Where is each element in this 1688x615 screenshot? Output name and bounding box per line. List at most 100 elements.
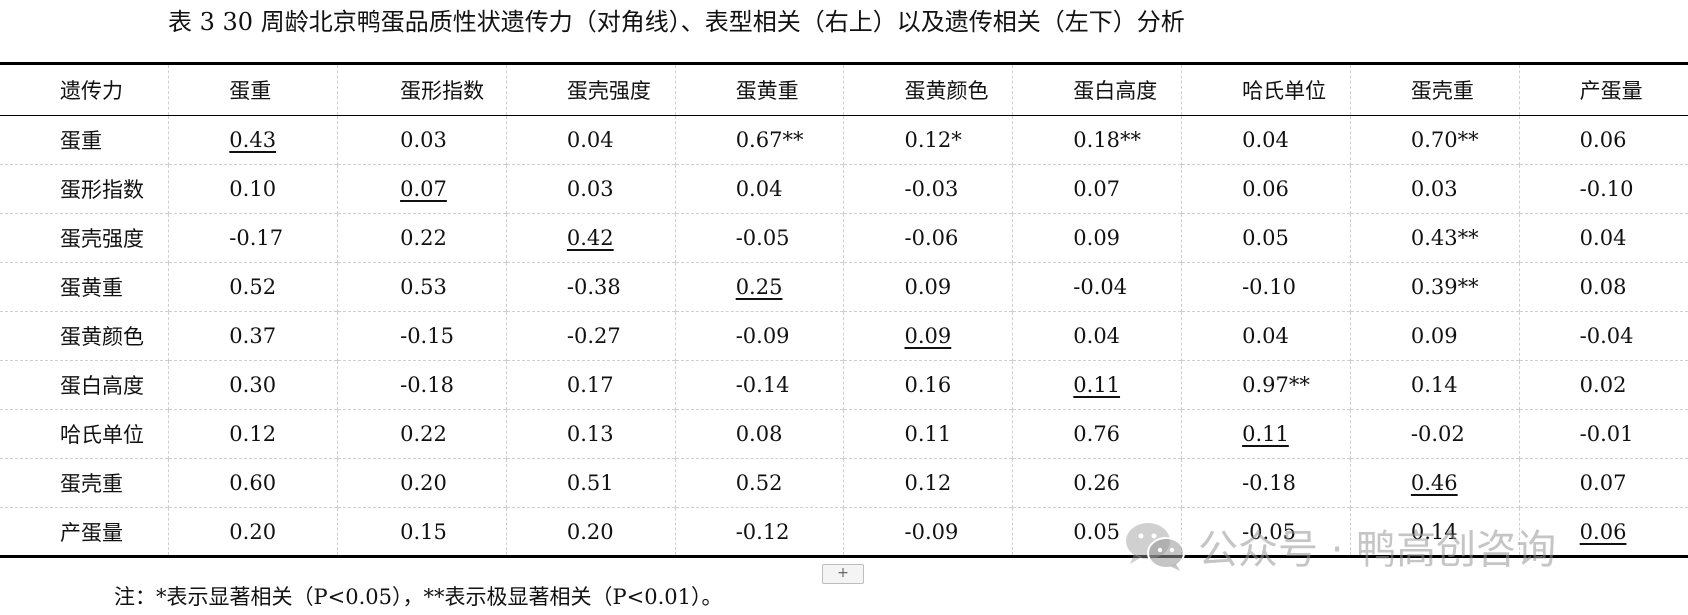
genetic-correlation-cell: 0.76 — [1012, 409, 1182, 459]
phenotypic-correlation-cell: -0.02 — [1349, 409, 1520, 459]
genetic-correlation-cell: 0.20 — [505, 507, 676, 557]
genetic-correlation-cell: 0.10 — [168, 164, 338, 214]
phenotypic-correlation-cell: 0.39** — [1349, 262, 1520, 312]
genetic-correlation-cell: 0.08 — [674, 409, 844, 459]
phenotypic-correlation-cell: 0.09 — [843, 262, 1013, 312]
phenotypic-correlation-cell: -0.06 — [843, 213, 1013, 263]
heritability-value: 0.09 — [904, 324, 952, 348]
phenotypic-correlation-cell: 0.06 — [1181, 164, 1351, 214]
phenotypic-correlation-cell: 0.04 — [1518, 213, 1688, 263]
row-label: 蛋壳重 — [60, 472, 123, 496]
header-col: 产蛋量 — [1518, 63, 1688, 116]
genetic-correlation-cell: 0.20 — [168, 507, 338, 557]
add-row-button[interactable]: + — [822, 564, 864, 584]
table-row: 蛋黄颜色 0.37 -0.15 -0.27 -0.09 0.09 0.04 0.04 0.09-… — [0, 311, 1688, 361]
phenotypic-correlation-cell: 0.06 — [1518, 115, 1688, 165]
phenotypic-correlation-cell: 0.07 — [1012, 164, 1182, 214]
genetic-correlation-cell: -0.27 — [505, 311, 676, 361]
heritability-value: 0.06 — [1579, 519, 1627, 544]
header-col: 蛋黄重 — [674, 63, 844, 116]
phenotypic-correlation-cell: 0.67** — [674, 115, 844, 165]
row-label: 蛋黄重 — [60, 276, 123, 300]
table-row: 蛋形指数 0.10 0.07 0.03 0.04 -0.03 0.07 0.06 0.03 -0.… — [0, 164, 1688, 214]
phenotypic-correlation-cell: -0.04 — [1012, 262, 1182, 312]
header-col: 蛋白高度 — [1012, 63, 1182, 116]
genetic-correlation-cell: 0.13 — [505, 409, 676, 459]
header-col: 蛋壳重 — [1349, 63, 1520, 116]
heritability-cell: 0.09 — [843, 311, 1013, 361]
phenotypic-correlation-cell: 0.09 — [1349, 311, 1520, 361]
phenotypic-correlation-cell: 0.04 — [1181, 115, 1351, 165]
genetic-correlation-cell: -0.38 — [505, 262, 676, 312]
phenotypic-correlation-cell: 0.70** — [1349, 115, 1520, 165]
genetic-correlation-cell: -0.18 — [1181, 458, 1351, 508]
genetic-correlation-cell: 0.12 — [168, 409, 338, 459]
phenotypic-correlation-cell: -0.10 — [1181, 262, 1351, 312]
genetic-correlation-cell: -0.18 — [337, 360, 507, 410]
header-col: 蛋形指数 — [337, 63, 507, 116]
phenotypic-correlation-cell: 0.05 — [1181, 213, 1351, 263]
phenotypic-correlation-cell: 0.04 — [1012, 311, 1182, 361]
header-col: 蛋壳强度 — [505, 63, 676, 116]
heritability-cell: 0.11 — [1181, 409, 1351, 459]
genetic-correlation-cell: 0.37 — [168, 311, 338, 361]
correlation-table-container: 遗传力 蛋重 蛋形指数 蛋壳强度 蛋黄重 蛋黄颜色 蛋白高度 哈氏单位 蛋壳重 … — [0, 62, 1688, 558]
genetic-correlation-cell: 0.14 — [1349, 507, 1520, 557]
heritability-value: 0.07 — [400, 177, 447, 201]
heritability-value: 0.25 — [735, 275, 783, 299]
phenotypic-correlation-cell: 0.03 — [505, 164, 676, 214]
row-label: 蛋白高度 — [60, 374, 144, 398]
phenotypic-correlation-cell: 0.03 — [337, 115, 507, 165]
phenotypic-correlation-cell: -0.05 — [674, 213, 844, 263]
heritability-value: 0.11 — [1242, 422, 1289, 446]
genetic-correlation-cell: 0.20 — [337, 458, 507, 508]
phenotypic-correlation-cell: 0.04 — [674, 164, 844, 214]
table-row: 哈氏单位 0.12 0.22 0.13 0.08 0.11 0.76 0.11 -0.02 -0.… — [0, 409, 1688, 459]
phenotypic-correlation-cell: 0.04 — [505, 115, 676, 165]
row-label: 哈氏单位 — [60, 423, 144, 447]
phenotypic-correlation-cell: 0.08 — [1518, 262, 1688, 312]
wechat-icon — [1126, 523, 1185, 571]
heritability-cell: 0.46 — [1349, 458, 1520, 508]
genetic-correlation-cell: -0.12 — [674, 507, 844, 557]
genetic-correlation-cell: 0.22 — [337, 213, 507, 263]
genetic-correlation-cell: -0.05 — [1181, 507, 1351, 557]
watermark-text: 公众号 · 鸭高创咨询 — [1198, 527, 1557, 573]
genetic-correlation-cell: -0.15 — [337, 311, 507, 361]
table-row: 蛋壳重 0.60 0.20 0.51 0.52 0.12 0.26 -0.18 0.46 0.07 — [0, 458, 1688, 508]
phenotypic-correlation-cell: 0.12* — [843, 115, 1013, 165]
table-row: 产蛋量 0.20 0.15 0.20 -0.12 -0.09 0.05 -0.05 0.14 0.… — [0, 507, 1688, 557]
phenotypic-correlation-cell: -0.10 — [1518, 164, 1688, 214]
table-note: 注：*表示显著相关（P<0.05），**表示极显著相关（P<0.01）。 — [114, 585, 723, 609]
phenotypic-correlation-cell: 0.14 — [1349, 360, 1520, 410]
heritability-value: 0.42 — [566, 226, 614, 250]
genetic-correlation-cell: 0.15 — [337, 507, 507, 557]
table-header-row: 遗传力 蛋重 蛋形指数 蛋壳强度 蛋黄重 蛋黄颜色 蛋白高度 哈氏单位 蛋壳重 … — [0, 63, 1688, 116]
table-row: 蛋重 0.43 0.03 0.04 0.67** 0.12* 0.18** 0.04 0.70*… — [0, 115, 1688, 165]
table-row: 蛋壳强度 -0.17 0.22 0.42 -0.05 -0.06 0.09 0.05 0.43*… — [0, 213, 1688, 263]
phenotypic-correlation-cell: -0.04 — [1518, 311, 1688, 361]
genetic-correlation-cell: 0.52 — [674, 458, 844, 508]
table-body: 蛋重 0.43 0.03 0.04 0.67** 0.12* 0.18** 0.04 0.70*… — [0, 115, 1688, 557]
row-label: 蛋壳强度 — [60, 227, 144, 251]
table-title: 表 3 30 周龄北京鸭蛋品质性状遗传力（对角线）、表型相关（右上）以及遗传相关… — [168, 8, 1185, 36]
phenotypic-correlation-cell: 0.04 — [1181, 311, 1351, 361]
genetic-correlation-cell: 0.53 — [337, 262, 507, 312]
heritability-cell: 0.06 — [1518, 507, 1688, 557]
phenotypic-correlation-cell: -0.01 — [1518, 409, 1688, 459]
phenotypic-correlation-cell: 0.09 — [1012, 213, 1182, 263]
table-row: 蛋白高度 0.30 -0.18 0.17 -0.14 0.16 0.11 0.97** 0.14… — [0, 360, 1688, 410]
heritability-cell: 0.43 — [168, 115, 338, 165]
genetic-correlation-cell: -0.14 — [674, 360, 844, 410]
genetic-correlation-cell: -0.17 — [168, 213, 338, 263]
heritability-value: 0.11 — [1073, 373, 1121, 397]
heritability-cell: 0.07 — [337, 164, 507, 214]
phenotypic-correlation-cell: 0.97** — [1181, 360, 1351, 410]
genetic-correlation-cell: -0.09 — [843, 507, 1013, 557]
row-label: 蛋形指数 — [60, 178, 144, 202]
row-label: 蛋黄颜色 — [60, 325, 144, 349]
heritability-cell: 0.25 — [674, 262, 844, 312]
watermark: 公众号 · 鸭高创咨询 — [1124, 516, 1556, 576]
genetic-correlation-cell: 0.17 — [505, 360, 676, 410]
heritability-value: 0.46 — [1410, 471, 1458, 495]
